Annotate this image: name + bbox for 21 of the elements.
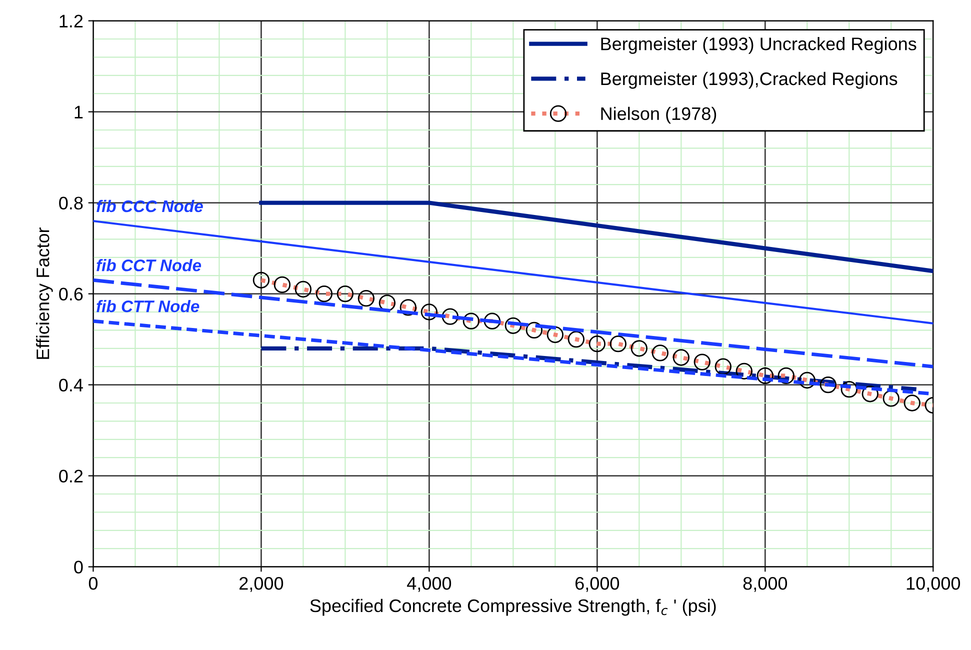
annotation: fib CTT Node [96,300,200,312]
x-tick-label: 6,000 [575,577,620,592]
legend-label: Bergmeister (1993) Uncracked Regions [601,37,916,54]
y-tick-label: 1.2 [60,14,83,28]
legend-label: Nielson (1978) [601,106,716,124]
y-tick-label: 0.6 [59,288,83,301]
y-axis-title: Efficiency Factor [36,228,53,359]
annotation: fib CCT Node [96,259,202,272]
legend-label: Bergmeister (1993),Cracked Regions [601,72,898,89]
y-tick-label: 0.2 [59,470,83,483]
x-tick-label: 2,000 [240,577,284,592]
x-tick-label: 10,000 [906,577,960,592]
x-tick-label: 4,000 [407,577,452,592]
y-tick-label: 0.8 [59,196,83,210]
x-axis-title: Specified Concrete Compressive Strength, f$_{c}$ ' (psi) [310,598,716,616]
annotation: fib CCC Node [96,200,203,212]
y-tick-label: 1 [74,106,83,118]
x-tick-label: 8,000 [743,577,788,592]
y-tick-label: 0 [74,560,83,574]
y-tick-label: 0.4 [59,378,83,392]
x-tick-label: 0 [88,577,98,590]
